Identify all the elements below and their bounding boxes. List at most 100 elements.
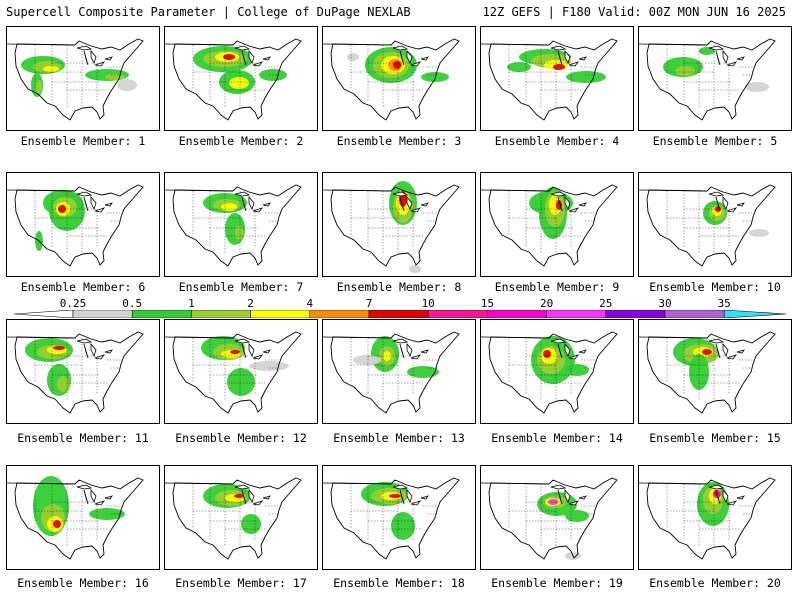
great-lake (234, 191, 251, 197)
great-lake (399, 50, 405, 66)
map-svg (7, 184, 144, 267)
great-lake (708, 484, 725, 490)
colorbar-tick-label: 1 (188, 297, 195, 310)
us-coastline (646, 184, 776, 267)
great-lake (578, 56, 587, 61)
scp-contour-blob (117, 79, 137, 91)
great-lake (564, 49, 571, 65)
great-lake (252, 207, 264, 213)
us-coastline (14, 38, 144, 121)
great-lake (234, 338, 251, 344)
panel-caption: Ensemble Member: 18 (333, 576, 465, 590)
map-svg (323, 181, 460, 273)
scp-contour-blob (702, 349, 712, 355)
map-svg (323, 38, 460, 121)
scp-contour-blob (234, 494, 244, 498)
great-lake (392, 45, 409, 51)
great-lake (722, 49, 729, 65)
great-lake (241, 489, 247, 505)
scp-contour-blob (745, 82, 769, 92)
great-lake (262, 349, 271, 354)
great-lake (557, 489, 563, 505)
great-lake (557, 196, 563, 212)
panel-caption: Ensemble Member: 11 (17, 431, 149, 445)
great-lake (557, 343, 563, 359)
colorbar-segment (191, 310, 251, 318)
great-lake (248, 49, 255, 65)
map-panel-member-15 (638, 319, 792, 424)
colorbar-segment (250, 310, 311, 318)
us-coastline (172, 477, 302, 560)
great-lake (550, 338, 567, 344)
map-svg (7, 476, 144, 560)
map-panel-member-19 (480, 465, 634, 570)
map-svg (7, 331, 144, 414)
map-svg (639, 477, 776, 560)
panel-caption: Ensemble Member: 8 (336, 280, 462, 294)
great-lake (104, 495, 113, 500)
colorbar-segment (72, 310, 133, 318)
map-svg (323, 477, 460, 560)
great-lake (726, 500, 738, 506)
panel-caption: Ensemble Member: 12 (175, 431, 307, 445)
great-lake (420, 202, 429, 207)
scp-contour-blob (543, 350, 551, 358)
great-lake (715, 50, 721, 66)
scp-contour-blob (230, 350, 240, 354)
scp-contour-blob (347, 53, 359, 61)
great-lake (241, 343, 247, 359)
map-svg (165, 38, 302, 121)
us-coastline (488, 477, 618, 560)
great-lake (564, 195, 571, 211)
map-svg (7, 38, 144, 121)
map-panel-member-1 (6, 26, 160, 131)
us-coastline (330, 331, 460, 414)
great-lake (564, 488, 571, 504)
map-svg (323, 331, 460, 414)
great-lake (722, 342, 729, 358)
great-lake (76, 45, 93, 51)
great-lake (726, 207, 738, 213)
map-svg (639, 184, 776, 267)
great-lake (715, 489, 721, 505)
scp-contour-blob (227, 368, 255, 396)
colorbar-segment (131, 310, 192, 318)
scp-contour-blob (391, 512, 415, 540)
scp-contour-blob (36, 80, 42, 94)
scp-contour-blob (223, 54, 235, 60)
map-panel-member-10 (638, 172, 792, 277)
map-panel-member-18 (322, 465, 476, 570)
colorbar-segment (368, 310, 429, 318)
color-scale-svg (14, 310, 786, 318)
scp-contour-blob (389, 494, 401, 498)
map-panel-member-2 (164, 26, 318, 131)
map-svg (165, 331, 302, 414)
us-coastline (172, 38, 302, 121)
great-lake (550, 191, 567, 197)
great-lake (715, 196, 721, 212)
map-svg (165, 184, 302, 267)
great-lake (726, 61, 738, 67)
colorbar-tick-label: 0.25 (59, 297, 87, 310)
great-lake (252, 500, 264, 506)
panel-caption: Ensemble Member: 1 (20, 134, 146, 148)
great-lake (252, 354, 264, 360)
great-lake (420, 495, 429, 500)
great-lake (90, 195, 97, 211)
panel-caption: Ensemble Member: 5 (652, 134, 778, 148)
scp-contour-blob (43, 66, 59, 72)
us-coastline (172, 184, 302, 267)
great-lake (722, 195, 729, 211)
great-lake (248, 342, 255, 358)
great-lake (104, 349, 113, 354)
great-lake (578, 495, 587, 500)
great-lake (708, 45, 725, 51)
great-lake (262, 202, 271, 207)
colorbar-right-arrow (723, 310, 786, 318)
great-lake (568, 61, 580, 67)
us-coastline (646, 331, 776, 414)
great-lake (94, 207, 106, 213)
us-coastline (646, 477, 776, 560)
panel-caption: Ensemble Member: 10 (649, 280, 781, 294)
great-lake (568, 207, 580, 213)
